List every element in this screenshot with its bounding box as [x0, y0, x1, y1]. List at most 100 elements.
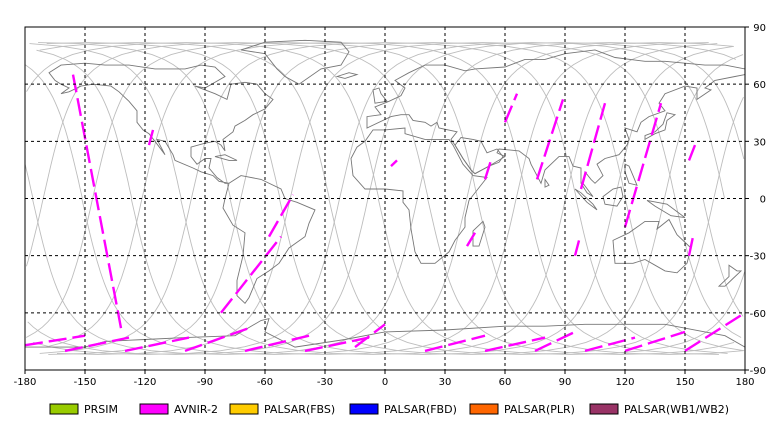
- y-tick-label: 30: [753, 137, 766, 148]
- observation-segment: [624, 330, 686, 353]
- x-tick-label: -90: [197, 377, 213, 388]
- coastline-arabia: [454, 137, 504, 175]
- coastlines: [25, 39, 745, 348]
- coastline-borneo: [602, 186, 624, 207]
- orbit-track: [48, 42, 728, 355]
- legend-label: PALSAR(FBS): [264, 403, 335, 416]
- observation-segments: [25, 74, 745, 353]
- legend-label: AVNIR-2: [174, 403, 218, 416]
- orbit-track: [39, 42, 744, 355]
- x-tick-label: -120: [134, 377, 157, 388]
- observation-segment: [390, 159, 398, 167]
- y-tick-label: -30: [750, 252, 766, 263]
- x-tick-label: 0: [382, 377, 388, 388]
- observation-segment: [535, 99, 565, 180]
- coastline-antarctica-coast: [25, 317, 745, 348]
- grid-lines: [25, 27, 745, 370]
- y-tick-label: -90: [750, 366, 766, 377]
- observation-segment: [147, 129, 155, 146]
- observation-segment: [687, 236, 695, 256]
- observation-segment: [579, 102, 607, 190]
- coastline-south-america: [222, 175, 316, 304]
- coastline-japan: [644, 112, 677, 141]
- observation-segment: [465, 232, 477, 247]
- legend-swatch: [469, 403, 499, 415]
- legend-item: PRSIM: [49, 403, 118, 416]
- orbit-track: [46, 42, 744, 355]
- x-tick-label: 120: [615, 377, 634, 388]
- x-tick-label: -60: [257, 377, 273, 388]
- legend-item: PALSAR(FBD): [349, 403, 457, 416]
- orbit-track: [25, 42, 737, 355]
- x-axis-ticks: -180 -150 -120 -90 -60 -30 0 30 60 90 120 150 180: [14, 370, 755, 388]
- orbit-tracks: [25, 42, 745, 355]
- legend-swatch: [49, 403, 79, 415]
- observation-segment: [71, 74, 123, 329]
- orbit-track: [29, 42, 709, 355]
- observation-segment: [25, 334, 86, 347]
- legend-item: PALSAR(FBS): [229, 403, 335, 416]
- coastline-sumatra: [574, 188, 598, 211]
- observation-segment: [684, 311, 745, 352]
- observation-segment: [220, 235, 282, 314]
- x-tick-label: -180: [14, 377, 37, 388]
- y-axis-ticks: 90 60 30 0 -30 -60 -90: [745, 23, 766, 377]
- y-tick-label: 0: [760, 195, 766, 206]
- orbit-track: [56, 42, 745, 355]
- y-tick-label: 90: [753, 23, 766, 34]
- orbit-track: [38, 42, 718, 355]
- observation-segment: [244, 334, 310, 353]
- legend-swatch: [229, 403, 259, 415]
- y-tick-label: 60: [753, 80, 766, 91]
- observation-segment: [573, 240, 581, 257]
- observation-segment: [354, 323, 386, 349]
- x-tick-label: 180: [735, 377, 754, 388]
- observation-segment: [534, 330, 576, 352]
- observation-segment: [484, 336, 546, 353]
- observation-segment: [483, 160, 493, 180]
- legend-label: PALSAR(PLR): [504, 403, 575, 416]
- observation-segment: [124, 336, 190, 353]
- orbit-track: [33, 42, 742, 355]
- observation-segment: [424, 334, 486, 353]
- coastline-cuba: [214, 154, 238, 161]
- legend-label: PALSAR(FBD): [384, 403, 457, 416]
- coastline-madagascar: [472, 220, 486, 247]
- observation-segment: [623, 102, 663, 228]
- x-tick-label: 30: [439, 377, 452, 388]
- legend-item: PALSAR(WB1/WB2): [589, 403, 729, 416]
- legend-swatch: [349, 403, 379, 415]
- observation-segment: [687, 144, 697, 161]
- legend-swatch: [589, 403, 619, 415]
- observation-segment: [584, 336, 636, 353]
- orbit-track: [25, 42, 735, 355]
- legend: PRSIM AVNIR-2 PALSAR(FBS) PALSAR(FBD) PALSAR…: [49, 403, 729, 416]
- x-tick-label: -150: [74, 377, 97, 388]
- x-tick-label: 90: [559, 377, 572, 388]
- coastline-sri-lanka: [544, 177, 550, 188]
- x-tick-label: 150: [675, 377, 694, 388]
- legend-item: AVNIR-2: [139, 403, 218, 416]
- observation-segment: [184, 326, 250, 353]
- coastline-iceland: [335, 72, 359, 79]
- x-tick-label: -30: [317, 377, 333, 388]
- legend-item: PALSAR(PLR): [469, 403, 575, 416]
- legend-label: PALSAR(WB1/WB2): [624, 403, 729, 416]
- y-tick-label: -60: [750, 309, 766, 320]
- legend-label: PRSIM: [84, 403, 118, 416]
- coastline-greenland: [240, 39, 350, 85]
- legend-swatch: [139, 403, 169, 415]
- observation-segment: [503, 93, 519, 123]
- coastline-new-zealand: [717, 264, 743, 287]
- observation-segment: [304, 336, 370, 353]
- observation-segment: [64, 336, 130, 353]
- coastline-new-guinea: [646, 199, 686, 219]
- orbit-track: [26, 42, 744, 355]
- orbit-track: [46, 42, 734, 355]
- orbit-track: [25, 42, 745, 355]
- x-tick-label: 60: [499, 377, 512, 388]
- coastline-north-america: [48, 62, 274, 184]
- orbit-track: [39, 42, 719, 355]
